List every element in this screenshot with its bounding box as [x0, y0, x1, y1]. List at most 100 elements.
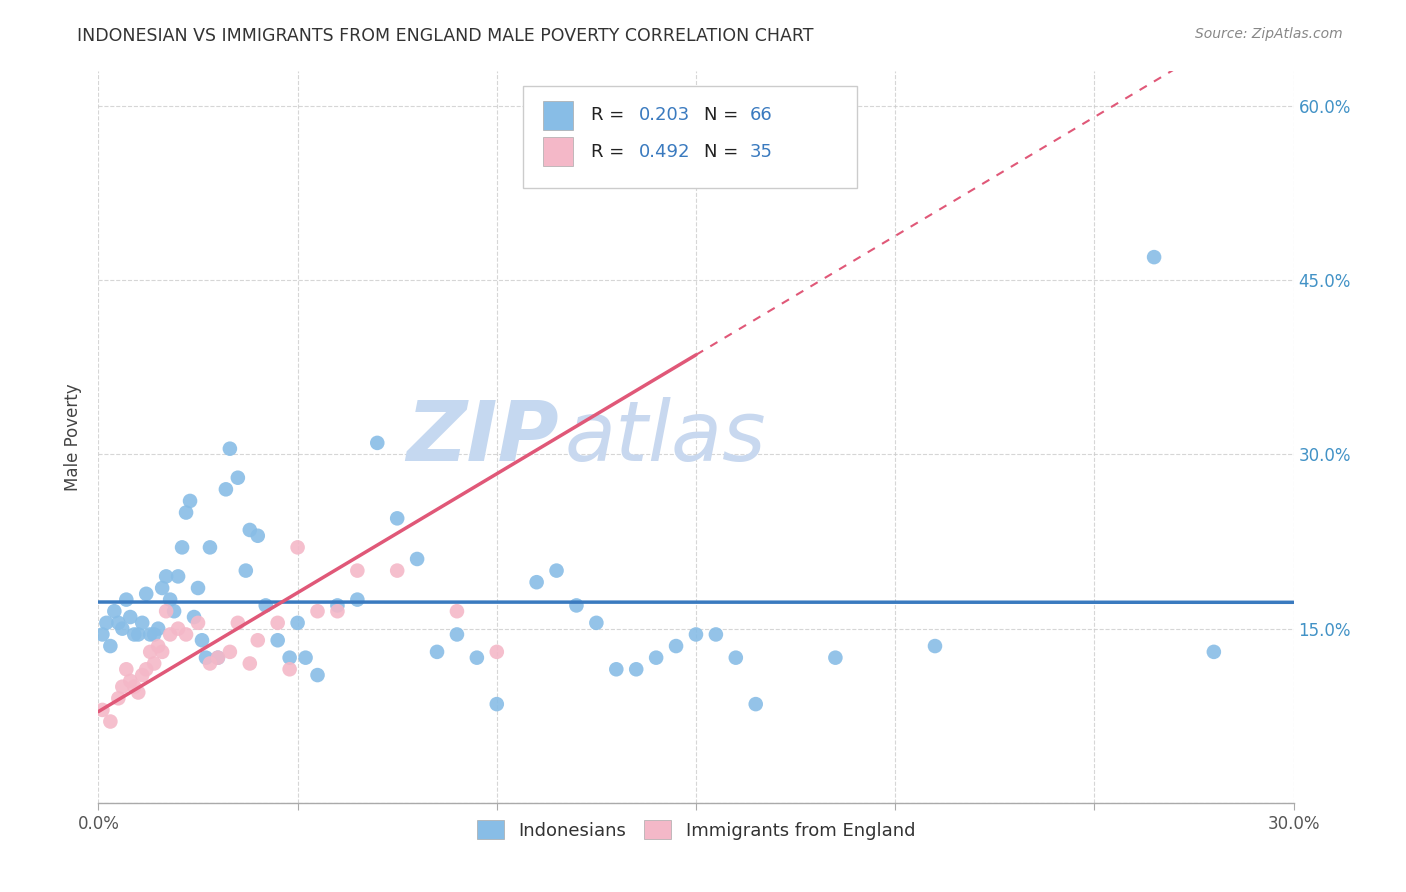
Point [246, 529, 269, 543]
Point [179, 494, 201, 508]
Point [267, 633, 290, 648]
Text: N =: N = [704, 106, 744, 124]
Point [287, 541, 309, 555]
Point [148, 639, 170, 653]
Point [267, 615, 290, 630]
Point [446, 627, 468, 641]
Point [143, 657, 166, 671]
Text: 35: 35 [749, 143, 773, 161]
Point [207, 650, 229, 665]
Point [366, 436, 388, 450]
Point [724, 650, 747, 665]
Point [150, 645, 173, 659]
Point [346, 564, 368, 578]
Point [111, 622, 134, 636]
Point [239, 657, 262, 671]
Point [98, 639, 122, 653]
Point [326, 604, 349, 618]
Point [198, 657, 221, 671]
Legend: Indonesians, Immigrants from England: Indonesians, Immigrants from England [468, 811, 924, 848]
Point [307, 668, 329, 682]
Text: R =: R = [591, 106, 630, 124]
Point [346, 592, 368, 607]
Text: 0.492: 0.492 [638, 143, 690, 161]
Point [824, 650, 846, 665]
Point [120, 673, 142, 688]
Point [287, 615, 309, 630]
Point [254, 599, 277, 613]
Bar [543, 101, 572, 130]
Point [605, 662, 627, 676]
Point [198, 541, 221, 555]
Point [235, 564, 257, 578]
Point [246, 633, 269, 648]
Point [565, 599, 588, 613]
Point [219, 442, 242, 456]
Point [111, 680, 134, 694]
Point [183, 610, 205, 624]
Point [446, 604, 468, 618]
Point [127, 685, 149, 699]
Point [385, 511, 409, 525]
Point [426, 645, 449, 659]
Point [924, 639, 946, 653]
Point [465, 650, 488, 665]
FancyBboxPatch shape [523, 86, 858, 188]
Point [143, 627, 166, 641]
Point [159, 627, 181, 641]
Point [278, 662, 301, 676]
Point [685, 105, 707, 120]
Point [124, 680, 146, 694]
Point [704, 627, 727, 641]
Text: 66: 66 [749, 106, 772, 124]
Point [585, 615, 607, 630]
Point [150, 581, 173, 595]
Point [135, 587, 157, 601]
Point [326, 599, 349, 613]
Point [485, 645, 508, 659]
Point [685, 627, 707, 641]
Point [187, 581, 209, 595]
Text: INDONESIAN VS IMMIGRANTS FROM ENGLAND MALE POVERTY CORRELATION CHART: INDONESIAN VS IMMIGRANTS FROM ENGLAND MA… [77, 27, 814, 45]
Point [107, 691, 129, 706]
Point [115, 662, 138, 676]
Point [107, 615, 129, 630]
Point [103, 604, 125, 618]
Point [546, 564, 568, 578]
Point [1202, 645, 1225, 659]
Text: Source: ZipAtlas.com: Source: ZipAtlas.com [1195, 27, 1343, 41]
Point [195, 650, 218, 665]
Point [159, 592, 181, 607]
Point [139, 645, 162, 659]
Point [239, 523, 262, 537]
Point [226, 615, 249, 630]
Point [131, 668, 153, 682]
Text: 0.203: 0.203 [638, 106, 690, 124]
Point [155, 569, 177, 583]
Point [278, 650, 301, 665]
Point [645, 650, 668, 665]
Point [485, 697, 508, 711]
Text: R =: R = [591, 143, 630, 161]
Point [155, 604, 177, 618]
Point [167, 569, 190, 583]
Point [115, 592, 138, 607]
Point [215, 483, 238, 497]
Point [124, 627, 146, 641]
Point [174, 506, 197, 520]
Point [207, 650, 229, 665]
Text: atlas: atlas [565, 397, 766, 477]
Point [172, 541, 194, 555]
Y-axis label: Male Poverty: Male Poverty [65, 384, 83, 491]
Point [96, 615, 118, 630]
Point [191, 633, 214, 648]
Point [91, 627, 114, 641]
Point [163, 604, 186, 618]
Point [120, 610, 142, 624]
Point [98, 714, 122, 729]
Point [91, 703, 114, 717]
Point [187, 615, 209, 630]
Point [127, 627, 149, 641]
Point [167, 622, 190, 636]
Text: ZIP: ZIP [406, 397, 558, 477]
